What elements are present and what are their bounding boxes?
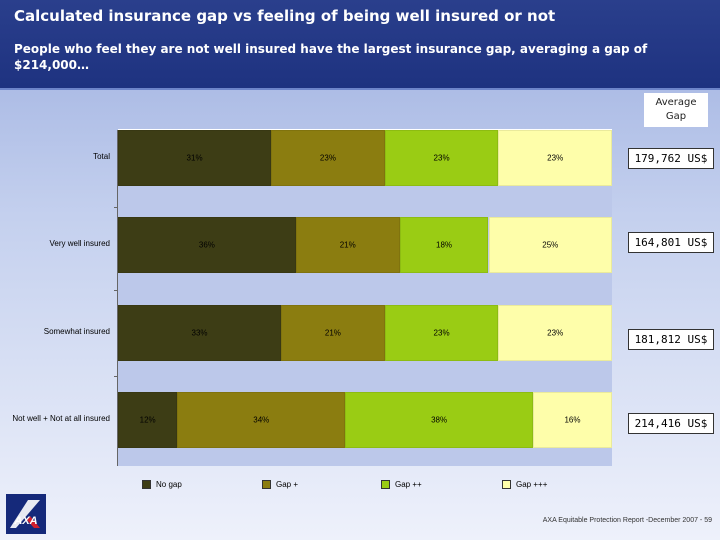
category-label: Total (93, 152, 110, 161)
legend-label: No gap (156, 479, 182, 489)
bar-segment-no-gap-0 (118, 130, 272, 186)
average-gap-very-well: 164,801 US$ (628, 232, 714, 253)
bar-segment-no-gap-1 (118, 217, 296, 273)
bar-value-label: 21% (339, 240, 356, 250)
bar-value-label: 38% (431, 415, 448, 425)
header-band: Calculated insurance gap vs feeling of b… (0, 0, 720, 90)
bar-value-label: 23% (319, 153, 336, 163)
bar-segment-gap--3 (532, 392, 612, 448)
page-title: Calculated insurance gap vs feeling of b… (14, 7, 556, 25)
category-label: Somewhat insured (43, 327, 110, 336)
y-axis-tick (114, 376, 118, 377)
legend-label: Gap + (276, 479, 299, 489)
bar-value-label: 25% (542, 240, 559, 250)
bar-segment-gap--1 (399, 217, 489, 273)
bar-segment-gap--1 (488, 217, 612, 273)
category-label: Not well + Not at all insured (12, 414, 110, 423)
legend-item: Gap + (262, 478, 298, 490)
legend-swatch (502, 479, 511, 489)
bar-segment-gap--0 (498, 130, 612, 186)
legend-swatch (142, 479, 151, 489)
average-gap-total: 179,762 US$ (628, 148, 714, 169)
bar-segment-gap--1 (295, 217, 400, 273)
bar-segment-gap--2 (498, 305, 612, 361)
bar-segment-gap--3 (345, 392, 533, 448)
average-gap-somewhat: 181,812 US$ (628, 329, 714, 350)
bar-value-label: 34% (253, 415, 270, 425)
bar-value-label: 23% (433, 153, 450, 163)
y-axis-tick (114, 290, 118, 291)
bar-segment-gap--0 (271, 130, 385, 186)
legend-swatch (381, 479, 390, 489)
legend-item: Gap +++ (502, 478, 547, 490)
bar-value-label: 18% (436, 240, 453, 250)
plot-top-border (118, 129, 612, 130)
bar-value-label: 23% (547, 153, 564, 163)
bar-segment-gap--2 (281, 305, 385, 361)
average-gap-not-well: 214,416 US$ (628, 413, 714, 434)
bar-value-label: 23% (547, 328, 564, 338)
bar-value-label: 16% (564, 415, 581, 425)
legend-label: Gap +++ (516, 479, 548, 489)
legend-swatch (262, 479, 271, 489)
category-label: Very well insured (49, 239, 110, 248)
chart-legend: No gap Gap + Gap ++ Gap +++ (0, 478, 720, 492)
axa-logo: AXA (6, 494, 46, 534)
bar-value-label: 31% (186, 153, 203, 163)
legend-item: Gap ++ (381, 478, 422, 490)
bar-segment-no-gap-3 (118, 392, 178, 448)
y-axis-tick (114, 207, 118, 208)
y-axis-line (117, 130, 118, 466)
bar-segment-gap--2 (384, 305, 499, 361)
bar-value-label: 12% (139, 415, 156, 425)
average-gap-heading: Average Gap (644, 93, 708, 127)
bar-segment-gap--0 (384, 130, 499, 186)
legend-label: Gap ++ (395, 479, 422, 489)
bar-value-label: 21% (324, 328, 341, 338)
bar-value-label: 36% (198, 240, 215, 250)
logo-text: AXA (13, 515, 37, 527)
footer-text: AXA Equitable Protection Report -Decembe… (542, 517, 712, 524)
page-subtitle: People who feel they are not well insure… (14, 42, 648, 72)
bar-value-label: 23% (433, 328, 450, 338)
bar-segment-no-gap-2 (118, 305, 282, 361)
bar-segment-gap--3 (177, 392, 346, 448)
bar-value-label: 33% (191, 328, 208, 338)
legend-item: No gap (142, 478, 182, 490)
